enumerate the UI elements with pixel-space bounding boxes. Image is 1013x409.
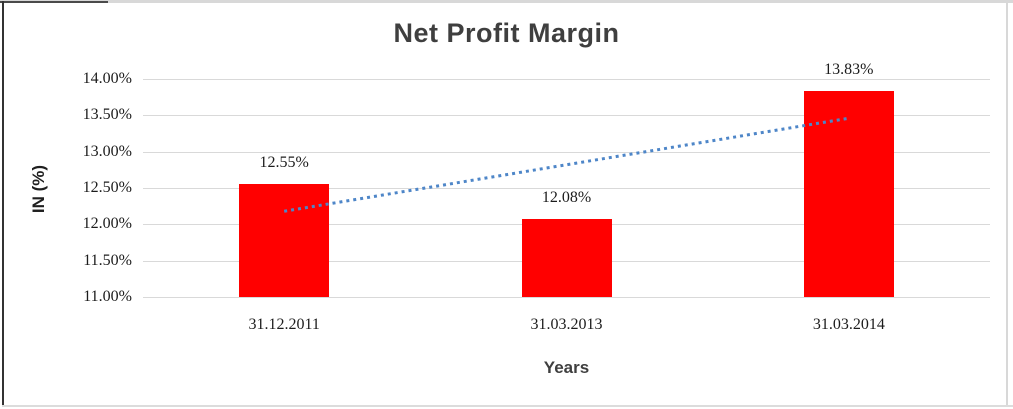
y-axis-tick-label: 11.50%	[83, 251, 132, 269]
gridline	[143, 297, 990, 298]
x-axis-tick-label: 31.03.2014	[812, 316, 885, 333]
x-axis-title: Years	[543, 358, 590, 377]
bar-data-label: 12.55%	[259, 154, 309, 172]
gridline	[143, 115, 990, 117]
chart-border-top-dark-segment	[0, 1, 108, 3]
y-axis-tick-label: 12.00%	[82, 215, 132, 233]
chart-border-left	[2, 1, 4, 407]
x-axis-tick-label: 31.12.2011	[248, 316, 320, 333]
bar-data-label: 12.08%	[541, 188, 592, 206]
y-axis-tick-label: 13.50%	[82, 106, 132, 124]
bar	[521, 218, 612, 297]
bar	[803, 91, 894, 297]
x-axis-tick-label: 31.03.2013	[530, 316, 603, 333]
bar	[239, 184, 330, 297]
chart-border-top	[0, 0, 1013, 3]
gridline	[143, 79, 990, 80]
y-axis-tick-label: 11.00%	[83, 288, 132, 305]
chart-border-bottom	[2, 405, 1013, 407]
y-axis-tick-label: 14.00%	[82, 70, 132, 87]
y-axis-tick-label: 13.00%	[82, 142, 132, 160]
chart-border-right	[1006, 2, 1008, 407]
y-axis-tick-label: 12.50%	[82, 179, 132, 196]
chart-title: Net Profit Margin	[393, 18, 620, 48]
bar-data-label: 13.83%	[824, 61, 874, 79]
